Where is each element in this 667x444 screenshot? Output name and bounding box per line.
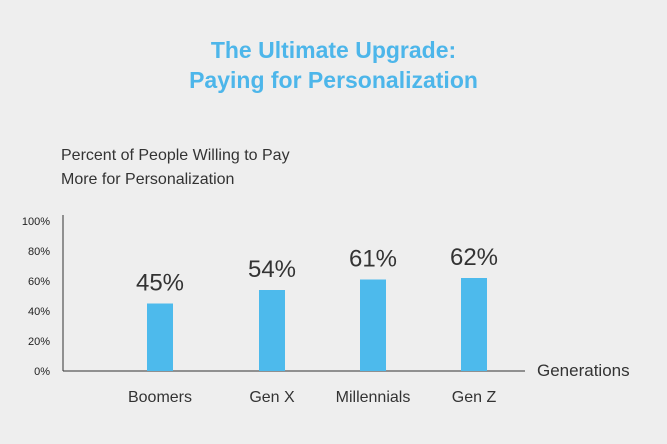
x-axis-label: Generations — [537, 361, 630, 380]
y-axis-label-line2: More for Personalization — [61, 171, 235, 188]
category-label: Gen X — [249, 389, 295, 406]
y-tick-label: 20% — [28, 336, 50, 348]
y-tick-label: 60% — [28, 276, 50, 288]
category-label: Boomers — [128, 389, 192, 406]
bar — [461, 278, 487, 371]
y-tick-label: 80% — [28, 246, 50, 258]
data-label: 61% — [349, 246, 397, 273]
chart-subtitle: Paying for Personalization — [189, 67, 478, 93]
y-tick-label: 0% — [34, 366, 50, 378]
data-label: 62% — [450, 244, 498, 271]
y-tick-label: 100% — [22, 216, 50, 228]
category-label: Gen Z — [452, 389, 497, 406]
chart-title: The Ultimate Upgrade: — [210, 37, 457, 63]
bar — [259, 290, 285, 371]
data-label: 54% — [248, 256, 296, 283]
bar — [360, 279, 386, 371]
y-tick-label: 40% — [28, 306, 50, 318]
category-label: Millennials — [336, 389, 411, 406]
y-axis-label-line1: Percent of People Willing to Pay — [61, 147, 290, 164]
data-label: 45% — [136, 270, 184, 297]
bar — [147, 303, 173, 371]
